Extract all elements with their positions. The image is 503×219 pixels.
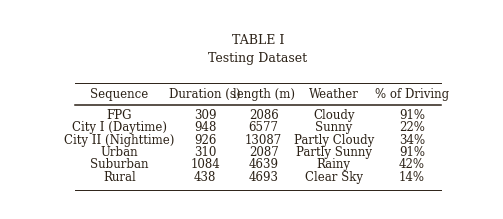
Text: 14%: 14%	[399, 171, 425, 184]
Text: Sunny: Sunny	[315, 122, 353, 134]
Text: % of Driving: % of Driving	[375, 88, 449, 101]
Text: 91%: 91%	[399, 109, 425, 122]
Text: FPG: FPG	[107, 109, 132, 122]
Text: City II (Nighttime): City II (Nighttime)	[64, 134, 175, 147]
Text: Suburban: Suburban	[90, 158, 149, 171]
Text: 948: 948	[194, 122, 216, 134]
Text: 2086: 2086	[249, 109, 279, 122]
Text: 310: 310	[194, 146, 216, 159]
Text: length (m): length (m)	[232, 88, 295, 101]
Text: 13087: 13087	[245, 134, 282, 147]
Text: Partly Sunny: Partly Sunny	[296, 146, 372, 159]
Text: 34%: 34%	[399, 134, 425, 147]
Text: 22%: 22%	[399, 122, 425, 134]
Text: 6577: 6577	[248, 122, 279, 134]
Text: 926: 926	[194, 134, 216, 147]
Text: Cloudy: Cloudy	[313, 109, 355, 122]
Text: 91%: 91%	[399, 146, 425, 159]
Text: Weather: Weather	[309, 88, 359, 101]
Text: 4639: 4639	[248, 158, 279, 171]
Text: 42%: 42%	[399, 158, 425, 171]
Text: 438: 438	[194, 171, 216, 184]
Text: 4693: 4693	[248, 171, 279, 184]
Text: Rural: Rural	[103, 171, 136, 184]
Text: 309: 309	[194, 109, 216, 122]
Text: Clear Sky: Clear Sky	[305, 171, 363, 184]
Text: City I (Daytime): City I (Daytime)	[72, 122, 167, 134]
Text: Duration (s): Duration (s)	[170, 88, 241, 101]
Text: 1084: 1084	[190, 158, 220, 171]
Text: Sequence: Sequence	[90, 88, 148, 101]
Text: Partly Cloudy: Partly Cloudy	[294, 134, 374, 147]
Text: Testing Dataset: Testing Dataset	[208, 52, 307, 65]
Text: Urban: Urban	[101, 146, 138, 159]
Text: Rainy: Rainy	[317, 158, 351, 171]
Text: TABLE I: TABLE I	[231, 34, 284, 47]
Text: 2087: 2087	[249, 146, 279, 159]
